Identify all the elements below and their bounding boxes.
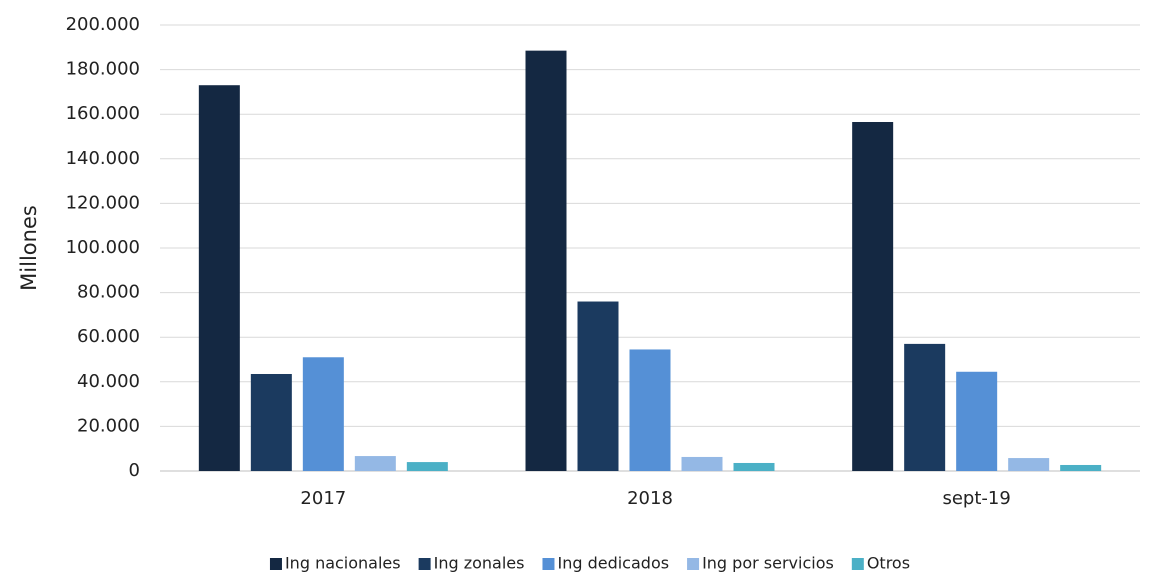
bar <box>733 462 775 471</box>
y-tick-label: 20.000 <box>77 415 140 436</box>
bar <box>577 301 619 471</box>
legend-swatch <box>269 558 282 570</box>
bar <box>354 456 396 471</box>
bar <box>629 349 671 471</box>
y-tick-label: 140.000 <box>66 148 140 169</box>
y-tick-label: 100.000 <box>66 237 140 258</box>
bar <box>406 462 448 471</box>
bar <box>1060 464 1102 471</box>
legend-label: Ing zonales <box>434 554 525 573</box>
y-tick-label: 180.000 <box>66 59 140 80</box>
bar <box>1008 458 1050 471</box>
legend-swatch <box>851 558 864 570</box>
legend-swatch <box>418 558 431 570</box>
y-tick-label: 60.000 <box>77 326 140 347</box>
bar <box>956 371 998 471</box>
bar <box>681 456 723 471</box>
bar <box>250 373 292 471</box>
legend-swatch <box>542 558 555 570</box>
bar <box>302 357 344 471</box>
x-tick-label: 2017 <box>300 488 346 509</box>
x-tick-label: 2018 <box>627 488 673 509</box>
y-tick-label: 0 <box>129 460 140 481</box>
y-tick-label: 120.000 <box>66 192 140 213</box>
bar <box>525 50 567 472</box>
y-tick-label: 40.000 <box>77 371 140 392</box>
legend-label: Ing por servicios <box>702 554 834 573</box>
y-tick-label: 160.000 <box>66 103 140 124</box>
x-tick-label: sept-19 <box>942 488 1010 509</box>
y-tick-label: 80.000 <box>77 282 140 303</box>
y-axis-label: Millones <box>17 205 41 291</box>
bar <box>904 343 946 471</box>
legend-label: Ing dedicados <box>557 554 669 573</box>
y-tick-label: 200.000 <box>66 14 140 35</box>
legend-label: Ing nacionales <box>285 554 401 573</box>
bar <box>852 122 894 471</box>
legend: Ing nacionales Ing zonales Ing dedicados In… <box>269 554 910 573</box>
bar <box>198 85 240 472</box>
legend-label: Otros <box>867 554 910 573</box>
legend-swatch <box>687 558 700 570</box>
